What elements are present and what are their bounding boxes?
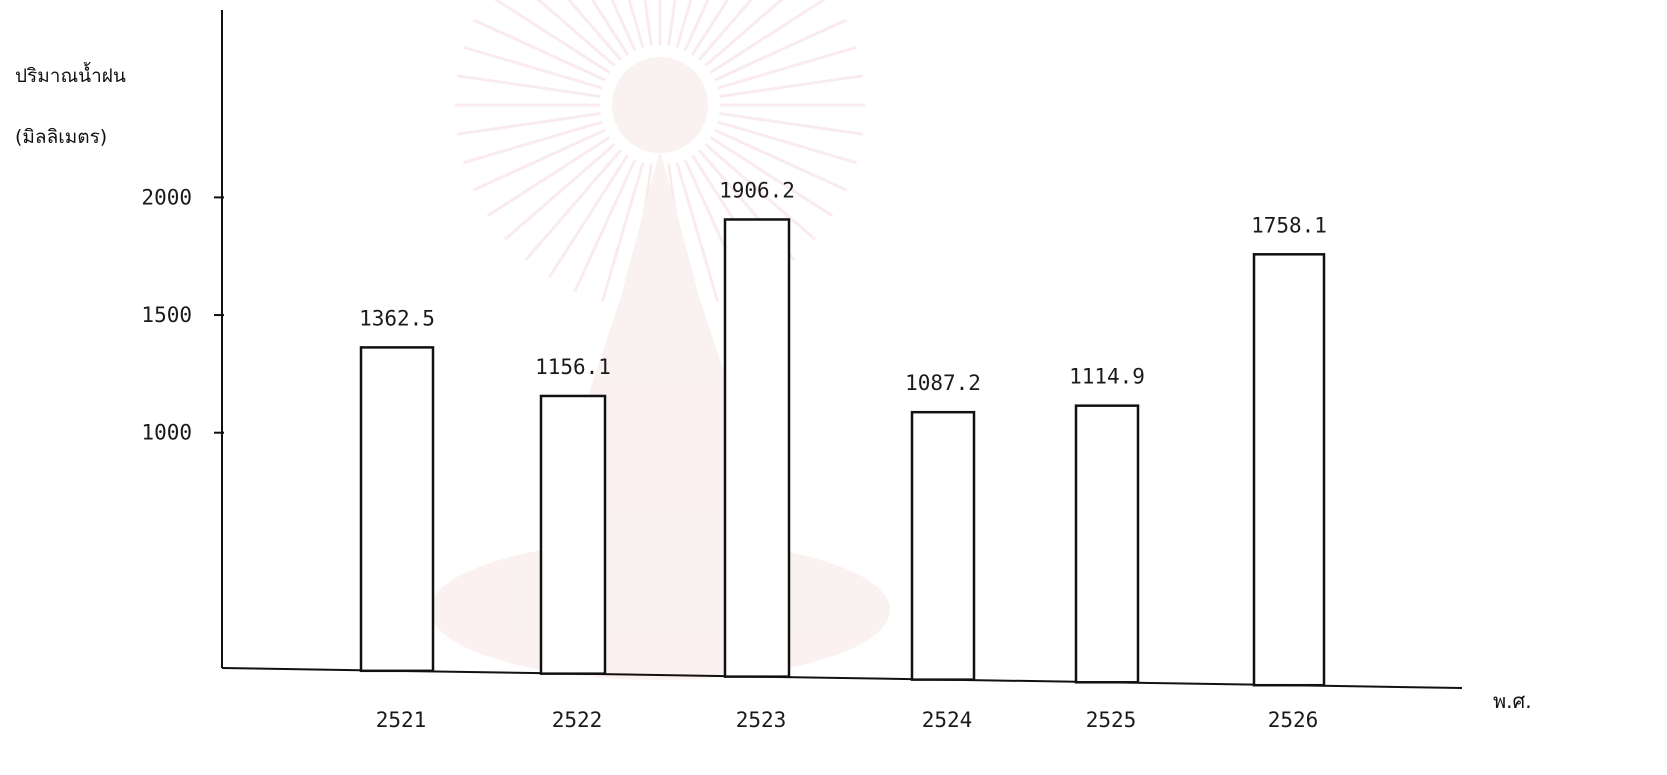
value-label-2523: 1906.2 <box>719 178 795 202</box>
watermark-ray <box>590 0 629 56</box>
bar-2526 <box>1252 253 1326 687</box>
watermark-ray <box>719 74 864 98</box>
bar-2524 <box>910 410 976 681</box>
watermark-ray <box>536 0 616 67</box>
watermark-ray <box>643 0 653 46</box>
bar-2523 <box>723 218 791 678</box>
category-label-2522: 2522 <box>552 708 603 732</box>
category-label-2526: 2526 <box>1268 708 1319 732</box>
watermark-ray <box>493 0 611 74</box>
watermark-ray <box>717 45 858 90</box>
category-label-2524: 2524 <box>922 708 973 732</box>
value-labels-group: 1362.5 1156.1 1906.2 1087.2 1114.9 1758.1 <box>359 178 1327 395</box>
category-label-2521: 2521 <box>376 708 427 732</box>
watermark-ray <box>719 112 864 136</box>
value-label-2525: 1114.9 <box>1069 365 1145 389</box>
watermark-ray <box>713 128 848 192</box>
y-tick-label: 1000 <box>141 421 192 445</box>
watermark-ray <box>698 0 753 61</box>
watermark-ray <box>667 0 677 46</box>
watermark-ray <box>524 149 622 261</box>
category-label-2525: 2525 <box>1086 708 1137 732</box>
watermark-ray <box>456 74 601 98</box>
watermark-ray <box>573 158 637 293</box>
value-label-2521: 1362.5 <box>359 306 435 330</box>
watermark-ray <box>675 0 693 48</box>
value-label-2526: 1758.1 <box>1251 213 1327 237</box>
x-axis-label: พ.ศ. <box>1493 689 1532 713</box>
watermark-ray <box>717 120 858 165</box>
bars-group <box>359 218 1326 687</box>
watermark-ray <box>600 162 645 303</box>
watermark-disc <box>612 57 708 153</box>
y-tick-label: 1500 <box>141 303 192 327</box>
watermark-ray <box>462 120 603 165</box>
watermark-ray <box>610 0 637 52</box>
category-labels-group: 2521 2522 2523 2524 2525 2526 <box>376 708 1319 732</box>
watermark-ray <box>627 0 645 48</box>
watermark-ray <box>713 18 848 82</box>
y-axis-ticks: 1000 1500 2000 <box>141 185 224 445</box>
watermark-ray <box>675 162 720 303</box>
watermark-ray <box>683 0 710 52</box>
watermark-ray <box>462 45 603 90</box>
watermark-ray <box>691 0 730 56</box>
watermark-ray <box>547 154 629 279</box>
watermark-ray <box>472 128 607 192</box>
bar-2525 <box>1074 404 1140 684</box>
category-label-2523: 2523 <box>736 708 787 732</box>
watermark-ray <box>704 143 816 241</box>
y-tick-label: 2000 <box>141 185 192 209</box>
bar-2521 <box>359 346 435 673</box>
watermark-ray <box>709 136 834 218</box>
value-label-2524: 1087.2 <box>905 371 981 395</box>
watermark-ray <box>486 136 611 218</box>
y-axis-label-line-2: (มิลลิเมตร) <box>15 126 107 148</box>
bar-2522 <box>539 394 607 675</box>
watermark-ray <box>456 112 601 136</box>
watermark-ray <box>567 0 622 61</box>
watermark-base <box>430 540 890 680</box>
watermark-emblem <box>430 0 890 680</box>
watermark-ray <box>709 0 827 74</box>
watermark-ray <box>504 143 616 241</box>
watermark-ray <box>472 18 607 82</box>
watermark-ray <box>704 0 784 67</box>
y-axis-label-line-1: ปริมาณน้ำฝน <box>15 62 126 87</box>
value-label-2522: 1156.1 <box>535 355 611 379</box>
